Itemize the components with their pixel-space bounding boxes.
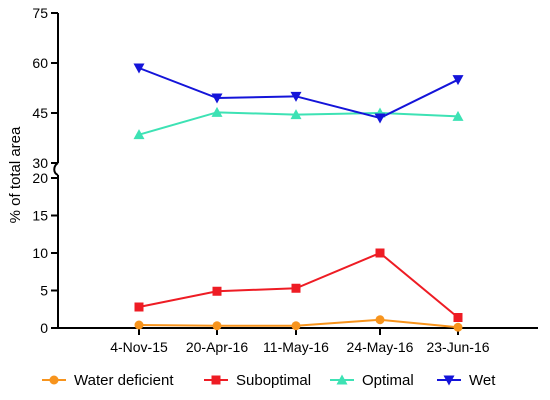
data-point-suboptimal xyxy=(375,248,385,258)
legend: Water deficient Suboptimal Optimal Wet xyxy=(42,372,496,389)
x-tick-label: 20-Apr-16 xyxy=(186,339,248,355)
y-tick-label: 30 xyxy=(32,155,48,171)
y-tick-label: 20 xyxy=(32,170,48,186)
data-point-optimal xyxy=(452,110,464,121)
axis-break-mark xyxy=(53,162,59,176)
y-axis-label: % of total area xyxy=(7,126,24,223)
y-tick-label: 10 xyxy=(32,245,48,261)
data-point-wet xyxy=(452,75,464,86)
data-point-suboptimal xyxy=(291,283,301,293)
x-ticks: 4-Nov-15 20-Apr-16 11-May-16 24-May-16 23-Ju… xyxy=(110,328,490,355)
series-optimal xyxy=(133,106,464,140)
data-point-water-deficient xyxy=(212,321,222,331)
legend-label: Optimal xyxy=(362,372,414,389)
legend-marker xyxy=(49,375,59,385)
legend-marker xyxy=(211,375,221,385)
data-point-water-deficient xyxy=(453,322,463,332)
y-tick-label: 60 xyxy=(32,55,48,71)
series-group xyxy=(133,63,464,332)
data-point-water-deficient xyxy=(291,321,301,331)
data-point-wet xyxy=(290,91,302,102)
x-tick-label: 4-Nov-15 xyxy=(110,339,168,355)
x-tick-label: 23-Jun-16 xyxy=(426,339,489,355)
series-wet xyxy=(133,63,464,124)
data-point-suboptimal xyxy=(212,286,222,296)
legend-item-suboptimal: Suboptimal xyxy=(204,372,311,389)
x-tick-label: 11-May-16 xyxy=(263,339,329,355)
x-tick-label: 24-May-16 xyxy=(347,339,414,355)
legend-item-wet: Wet xyxy=(437,372,496,389)
y-tick-label: 75 xyxy=(32,5,48,21)
y-tick-label: 0 xyxy=(40,320,48,336)
data-point-optimal xyxy=(211,106,223,117)
data-point-optimal xyxy=(290,109,302,120)
data-point-wet xyxy=(211,93,223,104)
data-point-water-deficient xyxy=(375,315,385,325)
y-tick-label: 5 xyxy=(40,283,48,299)
legend-label: Wet xyxy=(469,372,496,389)
data-point-wet xyxy=(374,113,386,124)
legend-label: Suboptimal xyxy=(236,372,311,389)
data-point-wet xyxy=(133,63,145,74)
data-point-suboptimal xyxy=(134,302,144,312)
legend-label: Water deficient xyxy=(74,372,174,389)
axes xyxy=(53,13,538,329)
legend-marker xyxy=(336,374,348,385)
legend-item-optimal: Optimal xyxy=(330,372,414,389)
y-tick-label: 45 xyxy=(32,105,48,121)
series-water-deficient xyxy=(134,315,463,332)
data-point-optimal xyxy=(133,129,145,140)
legend-marker xyxy=(443,375,455,386)
legend-item-water-deficient: Water deficient xyxy=(42,372,174,389)
y-tick-label: 15 xyxy=(32,208,48,224)
series-suboptimal xyxy=(134,248,463,322)
data-point-suboptimal xyxy=(453,313,463,322)
data-point-water-deficient xyxy=(134,320,144,330)
